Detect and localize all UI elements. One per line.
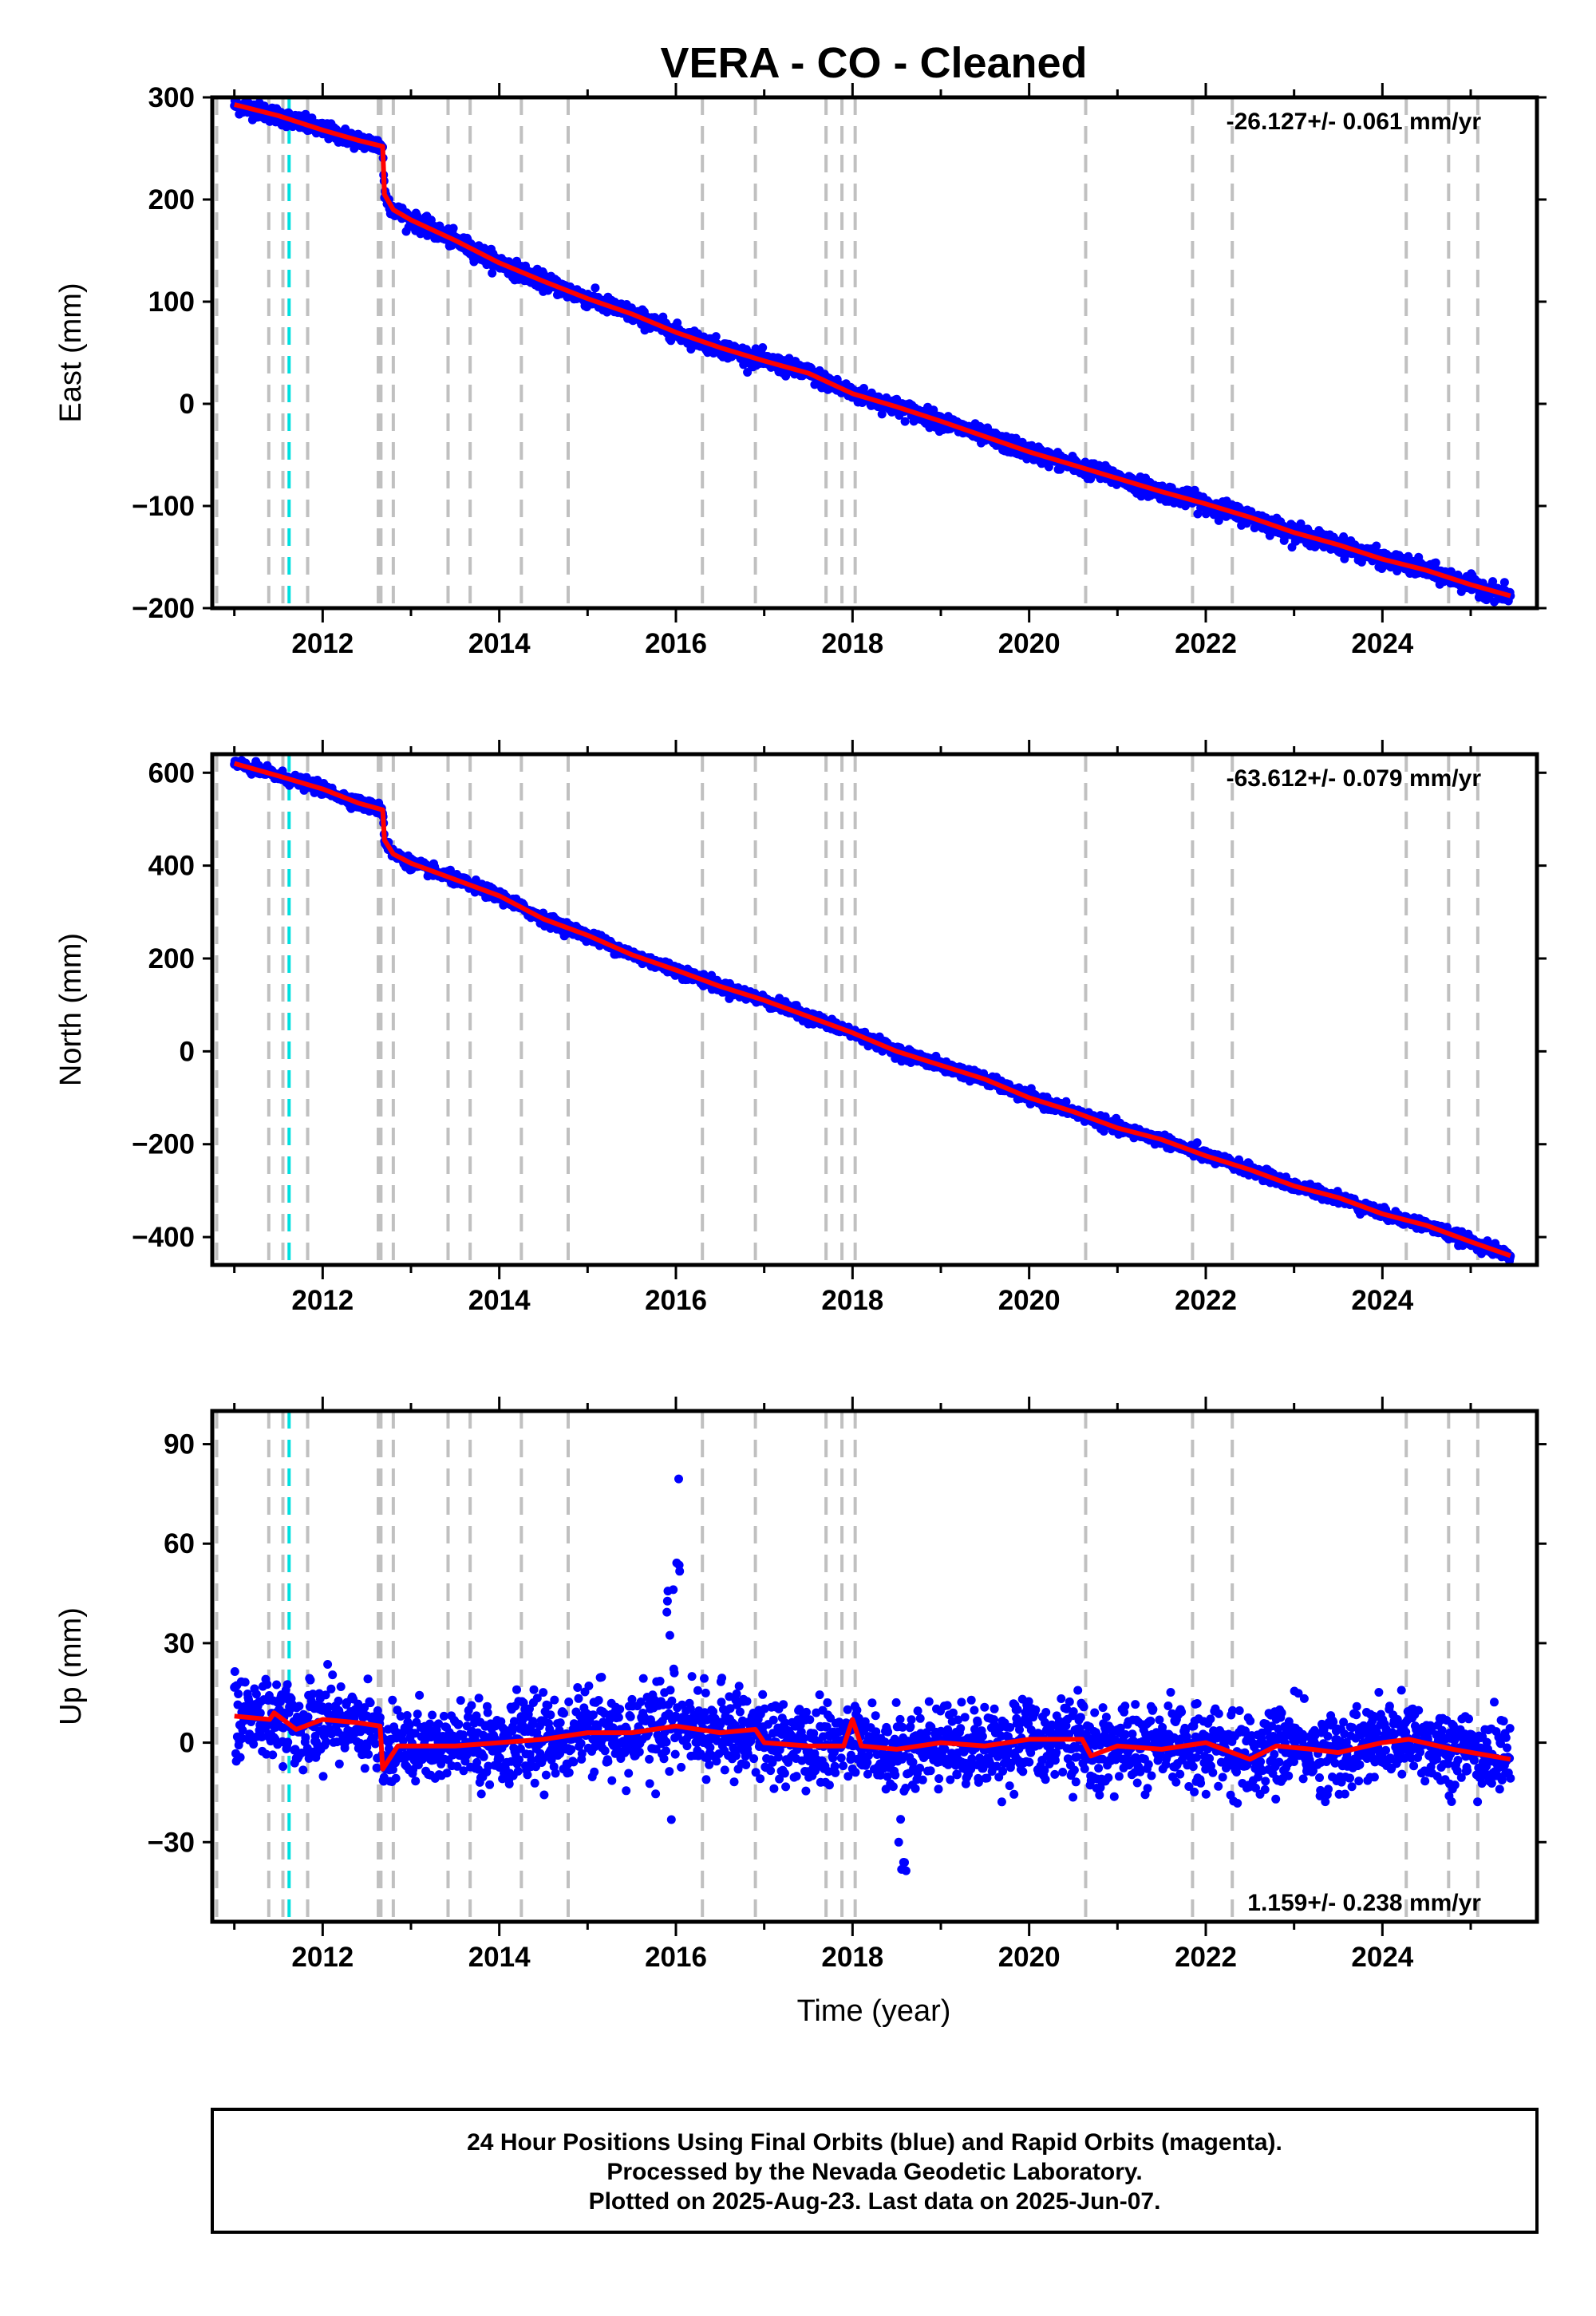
east-point xyxy=(900,417,910,426)
east-point xyxy=(711,332,721,342)
east-x-tick-label: 2024 xyxy=(1351,628,1413,659)
east-rate-label: -26.127+/- 0.061 mm/yr xyxy=(1227,109,1482,135)
east-x-tick-label: 2020 xyxy=(998,628,1061,659)
east-y-tick-label: 300 xyxy=(148,82,195,113)
east-point xyxy=(1340,554,1349,563)
east-x-tick-label: 2012 xyxy=(291,628,354,659)
east-model-line xyxy=(233,102,1511,599)
east-y-axis-label: East (mm) xyxy=(54,283,88,422)
east-point xyxy=(448,223,458,233)
east-x-tick-label: 2018 xyxy=(821,628,883,659)
north-data-points xyxy=(230,756,1515,1265)
east-point xyxy=(591,283,600,293)
chart-title: VERA - CO - Cleaned xyxy=(660,39,1087,87)
east-x-tick-label: 2022 xyxy=(1175,628,1237,659)
east-x-tick-label: 2014 xyxy=(468,628,531,659)
east-point xyxy=(758,343,768,352)
east-y-tick-label: 200 xyxy=(148,184,195,215)
east-point xyxy=(301,109,310,119)
east-point xyxy=(666,336,676,346)
east-y-tick-label: 0 xyxy=(180,389,195,420)
north-point xyxy=(445,865,455,875)
east-y-tick-label: 100 xyxy=(148,287,195,318)
east-point xyxy=(1339,532,1349,541)
north-point xyxy=(1192,1138,1202,1148)
east-data-points xyxy=(230,97,1515,607)
east-point xyxy=(859,384,868,393)
east-panel: 300 200 100 0 −100 −200 2012 2014 2016 2018 2020 20… xyxy=(54,82,1547,659)
east-y-tick-label: −200 xyxy=(132,593,195,624)
east-plot-frame xyxy=(210,95,1539,611)
east-point xyxy=(1431,558,1440,567)
east-point xyxy=(488,268,497,278)
east-point xyxy=(1372,541,1381,551)
east-y-tick-label: −100 xyxy=(132,491,195,522)
east-x-tick-label: 2016 xyxy=(645,628,707,659)
east-point xyxy=(1499,578,1509,587)
north-point xyxy=(1061,1097,1071,1106)
east-point xyxy=(743,368,753,377)
